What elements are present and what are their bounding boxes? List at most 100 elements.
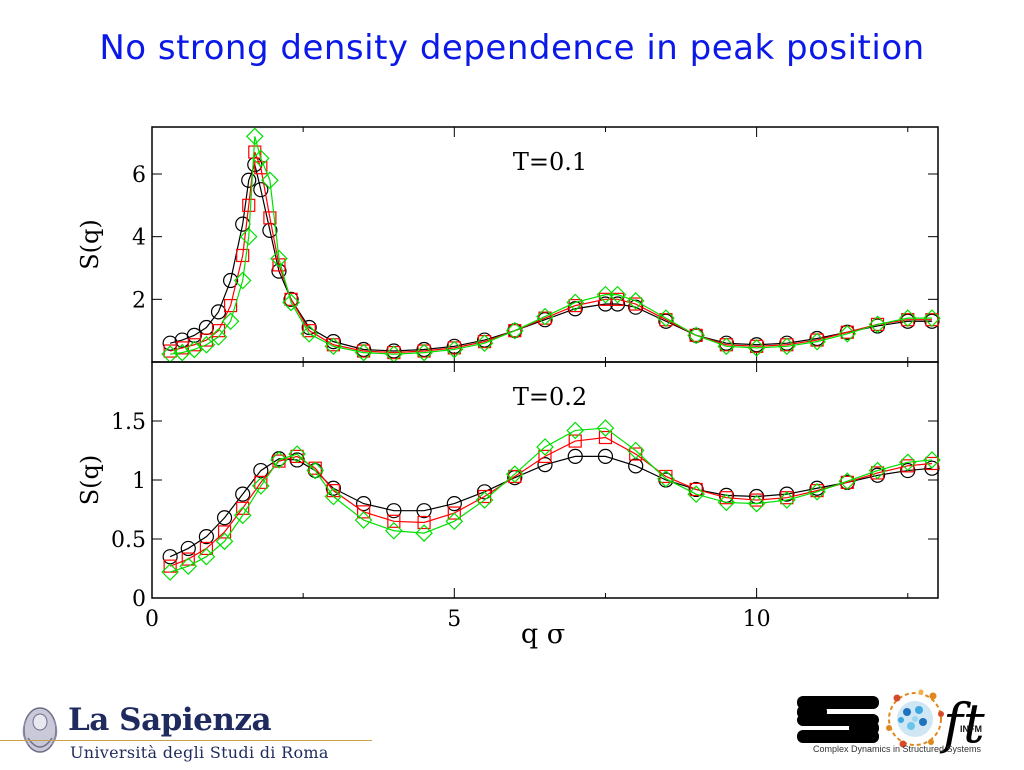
data-point bbox=[719, 491, 733, 505]
data-point bbox=[657, 309, 675, 327]
data-point bbox=[626, 441, 645, 460]
y-tick-label: 1 bbox=[132, 469, 146, 494]
data-point bbox=[870, 317, 885, 331]
data-point bbox=[923, 309, 941, 327]
bottom-panel: 0 0.5 1 1.5 S(q) T=0.2 bbox=[76, 361, 941, 612]
data-point bbox=[251, 149, 270, 168]
data-point bbox=[197, 547, 216, 566]
data-point bbox=[254, 475, 268, 489]
data-point bbox=[179, 557, 198, 575]
data-point bbox=[609, 296, 626, 312]
data-point bbox=[223, 272, 239, 289]
data-point bbox=[180, 540, 196, 557]
data-point bbox=[197, 335, 216, 354]
data-point bbox=[224, 299, 238, 313]
data-point bbox=[270, 249, 288, 268]
data-point bbox=[505, 321, 524, 340]
data-point bbox=[868, 461, 887, 480]
data-point bbox=[777, 491, 796, 509]
y-axis-label: S(q) bbox=[76, 455, 104, 506]
data-point bbox=[447, 506, 461, 520]
data-point bbox=[898, 453, 917, 472]
data-point bbox=[161, 563, 179, 581]
data-point bbox=[415, 524, 433, 542]
structure-factor-figure: 2 4 6 S(q) T=0.1 0 0.5 1 1.5 S(q) T=0.2 q σ 0 5 10 bbox=[76, 126, 941, 650]
data-point bbox=[477, 489, 492, 504]
data-point bbox=[233, 506, 252, 525]
data-point bbox=[302, 324, 316, 338]
y-tick-label: 0 bbox=[132, 587, 146, 612]
data-series bbox=[162, 157, 940, 359]
data-point bbox=[838, 472, 857, 491]
data-point bbox=[568, 434, 582, 448]
data-point bbox=[186, 327, 202, 343]
data-point bbox=[241, 172, 257, 188]
data-point bbox=[598, 430, 613, 445]
data-point bbox=[475, 334, 494, 353]
data-point bbox=[808, 332, 826, 351]
data-point bbox=[446, 496, 462, 512]
data-point bbox=[626, 292, 645, 310]
data-point bbox=[687, 326, 706, 345]
data-point bbox=[779, 486, 795, 502]
x-tick-label: 5 bbox=[447, 607, 461, 632]
y-tick-label: 2 bbox=[132, 288, 146, 313]
data-point bbox=[300, 324, 319, 343]
data-point bbox=[567, 448, 583, 464]
data-point bbox=[445, 512, 464, 531]
top-panel: 2 4 6 S(q) T=0.1 bbox=[76, 126, 941, 364]
sapienza-divider bbox=[0, 740, 372, 741]
data-point bbox=[254, 161, 268, 175]
data-point bbox=[270, 451, 288, 469]
data-point bbox=[356, 496, 372, 512]
data-point bbox=[236, 248, 250, 263]
data-point bbox=[209, 328, 228, 346]
data-point bbox=[199, 333, 214, 347]
data-point bbox=[162, 335, 178, 351]
soft-logo: ft bbox=[797, 689, 985, 755]
temperature-annotation: T=0.2 bbox=[513, 383, 587, 411]
data-point bbox=[324, 337, 343, 356]
data-point bbox=[689, 482, 703, 497]
data-point bbox=[923, 451, 941, 469]
data-point bbox=[253, 182, 269, 198]
data-point bbox=[288, 445, 306, 463]
y-tick-label: 0.5 bbox=[111, 528, 146, 553]
y-axis-label: S(q) bbox=[76, 219, 104, 270]
soft-infm-label: INFM bbox=[960, 724, 982, 734]
data-point bbox=[198, 529, 215, 545]
data-point bbox=[717, 337, 736, 356]
data-series bbox=[161, 419, 941, 581]
data-point bbox=[777, 337, 796, 356]
data-point bbox=[354, 511, 373, 529]
data-point bbox=[261, 171, 279, 190]
data-point bbox=[306, 461, 325, 480]
data-point bbox=[417, 515, 431, 530]
data-point bbox=[536, 307, 554, 326]
y-tick-label: 6 bbox=[132, 163, 146, 188]
data-point bbox=[221, 312, 240, 331]
data-point bbox=[282, 293, 300, 312]
data-point bbox=[233, 271, 252, 290]
x-axis-label: q σ bbox=[521, 619, 565, 650]
data-point bbox=[808, 482, 826, 501]
data-point bbox=[307, 462, 323, 479]
university-subtitle: Università degli Studi di Roma bbox=[70, 743, 329, 762]
university-name: La Sapienza bbox=[68, 702, 272, 738]
data-point bbox=[608, 285, 627, 304]
data-point bbox=[629, 447, 643, 461]
data-point bbox=[537, 457, 553, 473]
data-point bbox=[688, 481, 704, 498]
data-point bbox=[475, 491, 494, 509]
data-point bbox=[657, 469, 675, 488]
data-point bbox=[284, 292, 298, 306]
data-point bbox=[445, 340, 464, 359]
data-point bbox=[566, 421, 585, 440]
data-point bbox=[610, 292, 625, 306]
data-point bbox=[354, 343, 373, 362]
series-line bbox=[169, 151, 932, 354]
data-point bbox=[416, 503, 432, 519]
data-point bbox=[687, 485, 706, 504]
data-point bbox=[251, 477, 270, 495]
data-point bbox=[505, 465, 524, 483]
